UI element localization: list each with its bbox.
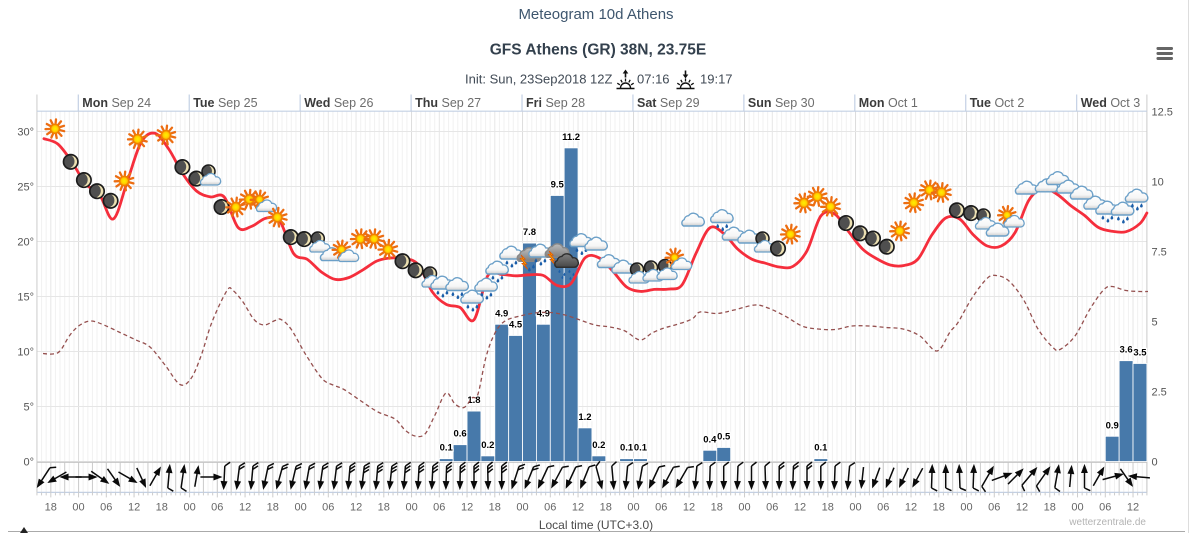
- svg-text:Tue Oct 2: Tue Oct 2: [970, 96, 1025, 110]
- svg-text:Mon Oct 1: Mon Oct 1: [859, 96, 918, 110]
- svg-text:12: 12: [239, 502, 251, 514]
- svg-text:06: 06: [100, 502, 112, 514]
- svg-text:06: 06: [988, 502, 1000, 514]
- svg-text:0.2: 0.2: [592, 440, 605, 451]
- svg-text:Wed Sep 26: Wed Sep 26: [304, 96, 373, 110]
- svg-text:0.6: 0.6: [454, 429, 467, 440]
- svg-text:00: 00: [294, 502, 306, 514]
- svg-text:18: 18: [267, 502, 279, 514]
- svg-text:06: 06: [322, 502, 334, 514]
- svg-text:10: 10: [1152, 177, 1164, 189]
- svg-text:10°: 10°: [17, 347, 34, 359]
- svg-text:2.5: 2.5: [1152, 387, 1167, 399]
- svg-text:12: 12: [350, 502, 362, 514]
- svg-text:06: 06: [1099, 502, 1111, 514]
- svg-text:12: 12: [1127, 502, 1139, 514]
- svg-text:0.1: 0.1: [440, 443, 454, 454]
- svg-text:1.2: 1.2: [578, 412, 591, 423]
- svg-text:00: 00: [183, 502, 195, 514]
- svg-text:Sun Sep 30: Sun Sep 30: [748, 96, 815, 110]
- svg-text:00: 00: [72, 502, 84, 514]
- svg-text:7.5: 7.5: [1152, 247, 1167, 259]
- svg-text:06: 06: [877, 502, 889, 514]
- svg-text:0: 0: [1152, 457, 1158, 469]
- svg-text:4.9: 4.9: [537, 308, 550, 319]
- svg-text:0.2: 0.2: [481, 440, 494, 451]
- svg-text:Sat Sep 29: Sat Sep 29: [637, 96, 700, 110]
- svg-text:18: 18: [489, 502, 501, 514]
- svg-text:12: 12: [572, 502, 584, 514]
- svg-text:Local time (UTC+3.0): Local time (UTC+3.0): [539, 518, 653, 532]
- svg-text:1.8: 1.8: [467, 395, 480, 406]
- svg-text:19:17: 19:17: [700, 72, 733, 87]
- svg-text:Init: Sun, 23Sep2018 12Z: Init: Sun, 23Sep2018 12Z: [465, 72, 613, 87]
- svg-text:0.5: 0.5: [717, 432, 731, 443]
- svg-text:12: 12: [905, 502, 917, 514]
- svg-text:9.5: 9.5: [551, 180, 565, 191]
- svg-text:Mon Sep 24: Mon Sep 24: [82, 96, 151, 110]
- svg-text:06: 06: [211, 502, 223, 514]
- svg-text:3.5: 3.5: [1133, 348, 1147, 359]
- svg-text:18: 18: [1044, 502, 1056, 514]
- svg-text:18: 18: [822, 502, 834, 514]
- svg-text:12: 12: [461, 502, 473, 514]
- svg-text:12: 12: [794, 502, 806, 514]
- svg-text:00: 00: [849, 502, 861, 514]
- svg-text:06: 06: [433, 502, 445, 514]
- svg-text:GFS Athens (GR) 38N, 23.75E: GFS Athens (GR) 38N, 23.75E: [490, 42, 707, 59]
- svg-text:12: 12: [683, 502, 695, 514]
- svg-text:25°: 25°: [17, 182, 34, 194]
- svg-text:00: 00: [627, 502, 639, 514]
- svg-text:00: 00: [405, 502, 417, 514]
- svg-text:Tue Sep 25: Tue Sep 25: [193, 96, 257, 110]
- svg-text:07:16: 07:16: [637, 72, 670, 87]
- svg-text:0°: 0°: [23, 457, 34, 469]
- svg-text:5: 5: [1152, 317, 1158, 329]
- svg-text:Thu Sep 27: Thu Sep 27: [415, 96, 481, 110]
- svg-text:00: 00: [1071, 502, 1083, 514]
- svg-text:06: 06: [544, 502, 556, 514]
- svg-text:11.2: 11.2: [562, 132, 580, 143]
- svg-text:12.5: 12.5: [1152, 107, 1173, 119]
- svg-text:30°: 30°: [17, 127, 34, 139]
- svg-text:5°: 5°: [23, 402, 34, 414]
- svg-text:0.9: 0.9: [1106, 420, 1119, 431]
- svg-text:18: 18: [600, 502, 612, 514]
- svg-text:7.8: 7.8: [523, 227, 536, 238]
- svg-text:00: 00: [516, 502, 528, 514]
- svg-text:18: 18: [933, 502, 945, 514]
- svg-text:0.1: 0.1: [814, 443, 828, 454]
- svg-text:20°: 20°: [17, 237, 34, 249]
- svg-text:18: 18: [45, 502, 57, 514]
- svg-text:0.4: 0.4: [703, 434, 717, 445]
- svg-text:Meteogram 10d Athens: Meteogram 10d Athens: [518, 6, 673, 23]
- svg-text:Wed Oct 3: Wed Oct 3: [1081, 96, 1141, 110]
- svg-text:00: 00: [960, 502, 972, 514]
- svg-text:18: 18: [711, 502, 723, 514]
- svg-text:15°: 15°: [17, 292, 34, 304]
- svg-text:12: 12: [128, 502, 140, 514]
- svg-text:06: 06: [655, 502, 667, 514]
- svg-text:06: 06: [766, 502, 778, 514]
- svg-text:3.6: 3.6: [1119, 345, 1132, 356]
- svg-text:4.5: 4.5: [509, 320, 523, 331]
- svg-text:18: 18: [156, 502, 168, 514]
- svg-text:wetterzentrale.de: wetterzentrale.de: [1068, 517, 1146, 528]
- svg-text:Fri Sep 28: Fri Sep 28: [526, 96, 585, 110]
- svg-text:18: 18: [378, 502, 390, 514]
- svg-text:0.1: 0.1: [620, 443, 634, 454]
- svg-text:12: 12: [1016, 502, 1028, 514]
- svg-text:00: 00: [738, 502, 750, 514]
- svg-text:4.9: 4.9: [495, 308, 508, 319]
- svg-text:0.1: 0.1: [634, 443, 648, 454]
